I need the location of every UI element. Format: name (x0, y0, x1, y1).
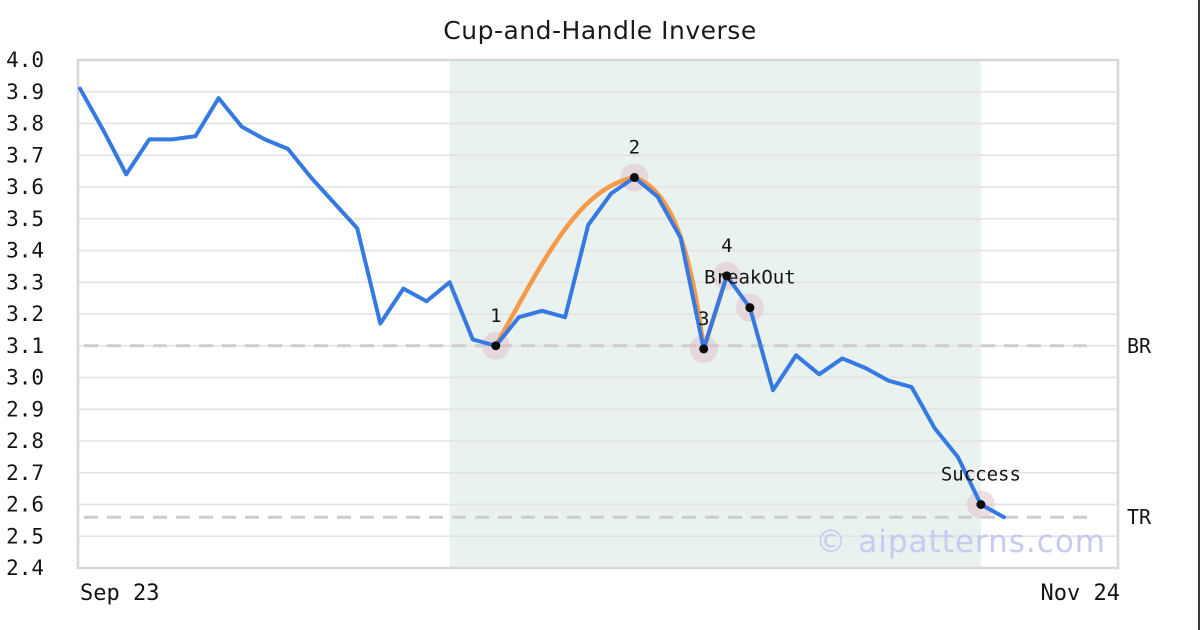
y-tick-label: 3.3 (6, 270, 44, 294)
x-tick-label: Nov 24 (1041, 581, 1120, 606)
level-label-tr: TR (1127, 505, 1152, 529)
y-tick-label: 2.7 (6, 461, 44, 485)
annotation-label-success: Success (941, 464, 1021, 486)
marker-dot (745, 303, 755, 313)
y-tick-label: 3.9 (6, 80, 44, 104)
x-tick-label: Sep 23 (80, 581, 159, 606)
y-tick-label: 2.8 (6, 429, 44, 453)
annotation-label-breakout: BreakOut (704, 267, 796, 289)
marker-dot (976, 500, 986, 509)
y-tick-label: 2.5 (6, 524, 44, 548)
annotation-label-2: 2 (629, 136, 640, 158)
y-tick-label: 3.4 (6, 239, 44, 263)
annotation-label-1: 1 (490, 305, 501, 327)
marker-dot (629, 172, 639, 182)
plot-spine (76, 58, 1120, 570)
price-line (78, 86, 1006, 520)
y-tick-label: 2.9 (6, 397, 44, 421)
y-tick-label: 3.6 (6, 175, 44, 199)
annotation-label-3: 3 (698, 308, 709, 330)
y-tick-label: 3.8 (6, 112, 44, 136)
y-tick-label: 2.6 (6, 493, 44, 517)
y-tick-label: 4.0 (6, 48, 44, 72)
screen-edge-line (1198, 0, 1200, 630)
y-tick-label: 3.0 (6, 366, 44, 390)
y-tick-label: 3.2 (6, 302, 44, 326)
chart-title: Cup-and-Handle Inverse (443, 16, 757, 45)
y-tick-label: 3.5 (6, 207, 44, 231)
level-label-br: BR (1127, 334, 1152, 358)
y-tick-label: 3.7 (6, 143, 44, 167)
marker-dot (699, 344, 709, 354)
watermark: © aipatterns.com (815, 524, 1106, 560)
y-tick-label: 3.1 (6, 334, 44, 358)
annotation-label-4: 4 (721, 235, 732, 257)
marker-dot (722, 271, 732, 281)
y-tick-label: 2.4 (6, 556, 44, 580)
marker-dot (491, 341, 501, 351)
